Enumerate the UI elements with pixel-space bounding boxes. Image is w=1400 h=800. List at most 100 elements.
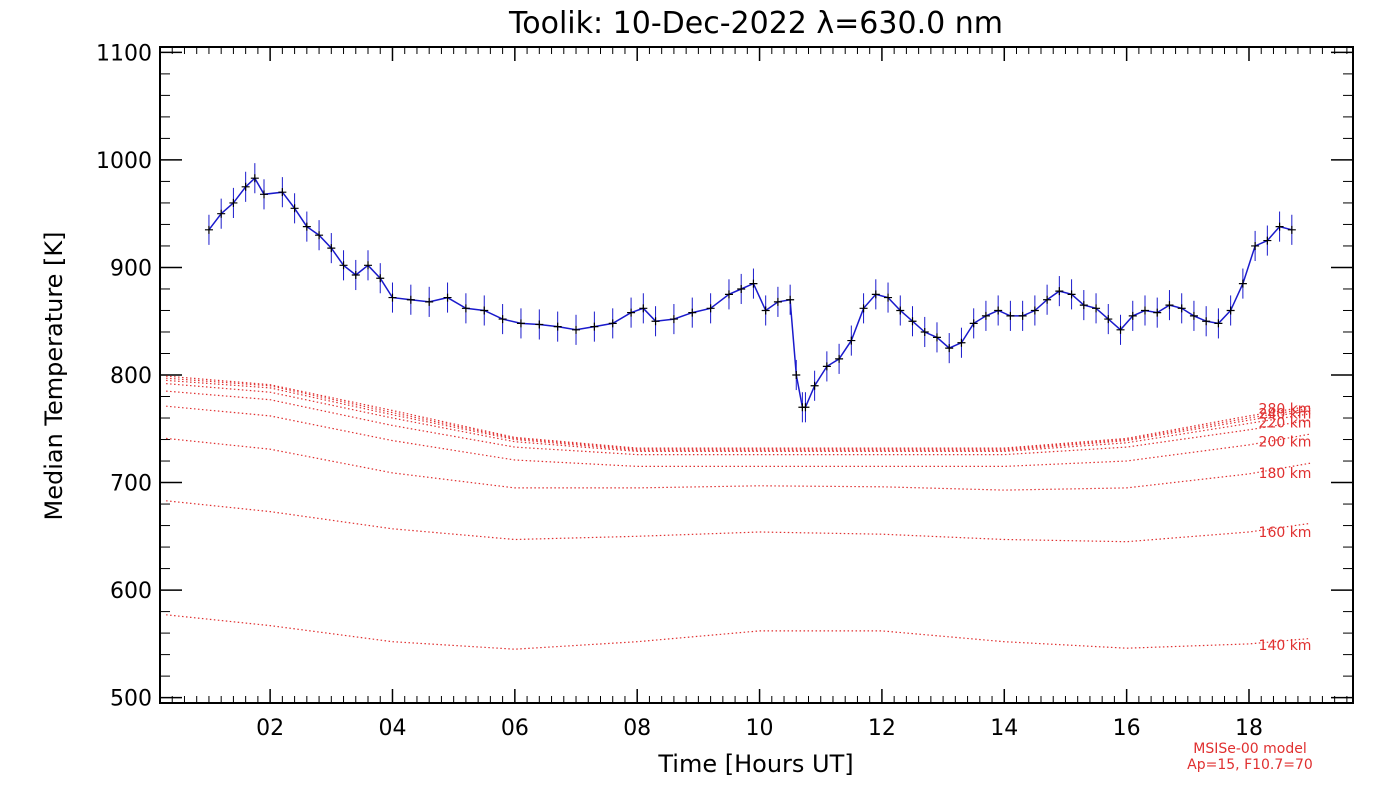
data-point bbox=[994, 306, 1003, 315]
data-point bbox=[1238, 279, 1247, 288]
data-point bbox=[364, 261, 373, 270]
plot-frame bbox=[159, 46, 1354, 704]
data-point bbox=[1153, 308, 1162, 317]
model-line-280-km bbox=[166, 377, 1311, 450]
data-point bbox=[1030, 306, 1039, 315]
x-tick-label: 18 bbox=[1235, 716, 1263, 741]
data-point bbox=[896, 306, 905, 315]
data-point bbox=[498, 315, 507, 324]
data-point bbox=[749, 279, 758, 288]
data-point bbox=[388, 293, 397, 302]
data-point bbox=[250, 174, 259, 183]
data-point bbox=[351, 270, 360, 279]
model-line-160-km bbox=[166, 500, 1311, 543]
measured-line bbox=[208, 176, 1292, 409]
model-line-140-km bbox=[166, 614, 1311, 650]
data-point bbox=[761, 306, 770, 315]
data-point bbox=[981, 311, 990, 320]
data-point bbox=[1251, 241, 1260, 250]
data-point bbox=[315, 231, 324, 240]
data-point bbox=[859, 304, 868, 313]
data-point bbox=[1140, 306, 1149, 315]
data-point bbox=[327, 244, 336, 253]
data-point bbox=[706, 304, 715, 313]
data-point bbox=[945, 344, 954, 353]
data-point bbox=[1018, 311, 1027, 320]
data-point bbox=[376, 274, 385, 283]
data-point bbox=[969, 319, 978, 328]
y-tick-label: 1100 bbox=[96, 41, 152, 66]
data-point bbox=[1067, 290, 1076, 299]
data-point bbox=[260, 190, 269, 199]
data-point bbox=[1116, 325, 1125, 334]
data-point bbox=[639, 304, 648, 313]
y-tick-label: 500 bbox=[110, 687, 152, 712]
data-point bbox=[572, 325, 581, 334]
data-point bbox=[786, 295, 795, 304]
data-point bbox=[425, 297, 434, 306]
data-point bbox=[443, 293, 452, 302]
data-point bbox=[884, 293, 893, 302]
model-label-160-km: 160 km bbox=[1259, 525, 1312, 541]
model-label-220-km: 220 km bbox=[1259, 415, 1312, 431]
data-point bbox=[241, 182, 250, 191]
data-point bbox=[406, 295, 415, 304]
data-point bbox=[651, 317, 660, 326]
model-note-line-2: Ap=15, F10.7=70 bbox=[1187, 757, 1313, 773]
data-point bbox=[920, 327, 929, 336]
data-point bbox=[229, 198, 238, 207]
data-point bbox=[608, 319, 617, 328]
axis-ticks: 02 04 06 08 10 12 14 16 18 500 600 700 800 900 1000 110… bbox=[96, 41, 1353, 741]
model-line-180-km bbox=[166, 437, 1311, 491]
model-curves bbox=[166, 375, 1311, 650]
data-point bbox=[1055, 287, 1064, 296]
data-point bbox=[535, 320, 544, 329]
data-point bbox=[1287, 225, 1296, 234]
data-point bbox=[339, 261, 348, 270]
x-tick-label: 04 bbox=[378, 716, 406, 741]
model-label-200-km: 200 km bbox=[1259, 435, 1312, 451]
model-label-180-km: 180 km bbox=[1259, 466, 1312, 482]
data-point bbox=[957, 338, 966, 347]
data-point bbox=[1104, 315, 1113, 324]
data-point bbox=[932, 333, 941, 342]
data-point bbox=[290, 204, 299, 213]
model-line-260-km bbox=[166, 379, 1311, 451]
data-point bbox=[688, 308, 697, 317]
data-point bbox=[773, 297, 782, 306]
data-point bbox=[461, 304, 470, 313]
data-point bbox=[871, 290, 880, 299]
y-tick-label: 900 bbox=[110, 256, 152, 281]
data-point bbox=[801, 403, 810, 412]
data-point bbox=[724, 290, 733, 299]
x-tick-label: 16 bbox=[1113, 716, 1141, 741]
x-tick-label: 02 bbox=[256, 716, 284, 741]
data-point bbox=[553, 322, 562, 331]
y-tick-label: 800 bbox=[110, 364, 152, 389]
data-point bbox=[737, 284, 746, 293]
data-point bbox=[1043, 295, 1052, 304]
data-point bbox=[669, 315, 678, 324]
data-point bbox=[1275, 222, 1284, 231]
data-point bbox=[1092, 304, 1101, 313]
y-tick-label: 700 bbox=[110, 472, 152, 497]
data-point bbox=[908, 317, 917, 326]
data-point bbox=[1202, 317, 1211, 326]
data-point bbox=[1128, 311, 1137, 320]
chart-title: Toolik: 10-Dec-2022 λ=630.0 nm bbox=[508, 6, 1003, 41]
data-point bbox=[480, 306, 489, 315]
measured-series bbox=[204, 163, 1296, 423]
data-point bbox=[1226, 306, 1235, 315]
model-note-line-1: MSISe-00 model bbox=[1193, 741, 1307, 757]
x-tick-label: 08 bbox=[623, 716, 651, 741]
data-point bbox=[1006, 311, 1015, 320]
data-point bbox=[847, 336, 856, 345]
x-axis-label: Time [Hours UT] bbox=[657, 750, 853, 778]
data-point bbox=[822, 362, 831, 371]
data-point bbox=[1177, 304, 1186, 313]
data-point bbox=[590, 322, 599, 331]
data-point bbox=[302, 222, 311, 231]
x-tick-label: 06 bbox=[501, 716, 529, 741]
data-point bbox=[516, 319, 525, 328]
